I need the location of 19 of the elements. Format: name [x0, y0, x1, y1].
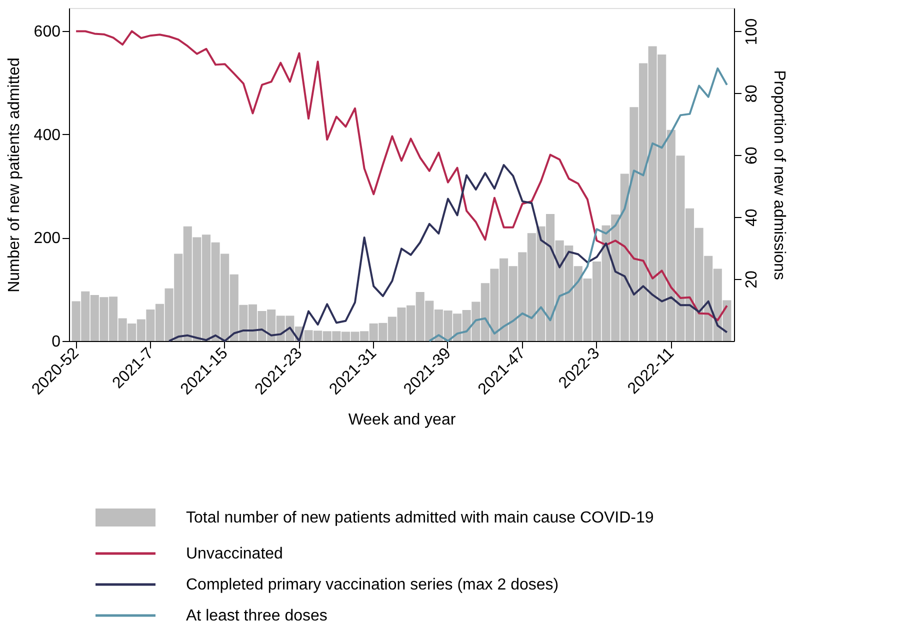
y2-tick-label: 40 [744, 208, 760, 226]
y2-tick-label: 100 [744, 18, 760, 46]
y-axis-title: Number of new patients admitted [6, 58, 23, 292]
y-tick-label: 200 [34, 230, 61, 248]
y-tick-label: 0 [52, 334, 61, 350]
legend-label: At least three doses [186, 608, 328, 624]
line-series [168, 164, 728, 342]
y-tick-label: 400 [34, 126, 61, 144]
y2-tick-label: 80 [744, 84, 760, 103]
legend-label: Completed primary vaccination series (max 2 doses) [186, 576, 559, 594]
y2-tick-label: 20 [744, 270, 760, 288]
y2-tick-label: 60 [744, 146, 760, 165]
legend-label: Total number of new patients admitted with main cause COVID-19 [186, 510, 654, 526]
y-tick-label: 600 [34, 24, 61, 41]
legend-label: Unvaccinated [186, 546, 283, 562]
line-series [428, 67, 728, 342]
x-axis-title: Week and year [348, 412, 456, 429]
line-series [75, 30, 728, 322]
y2-axis-title: Proportion of new admissions [770, 70, 788, 280]
